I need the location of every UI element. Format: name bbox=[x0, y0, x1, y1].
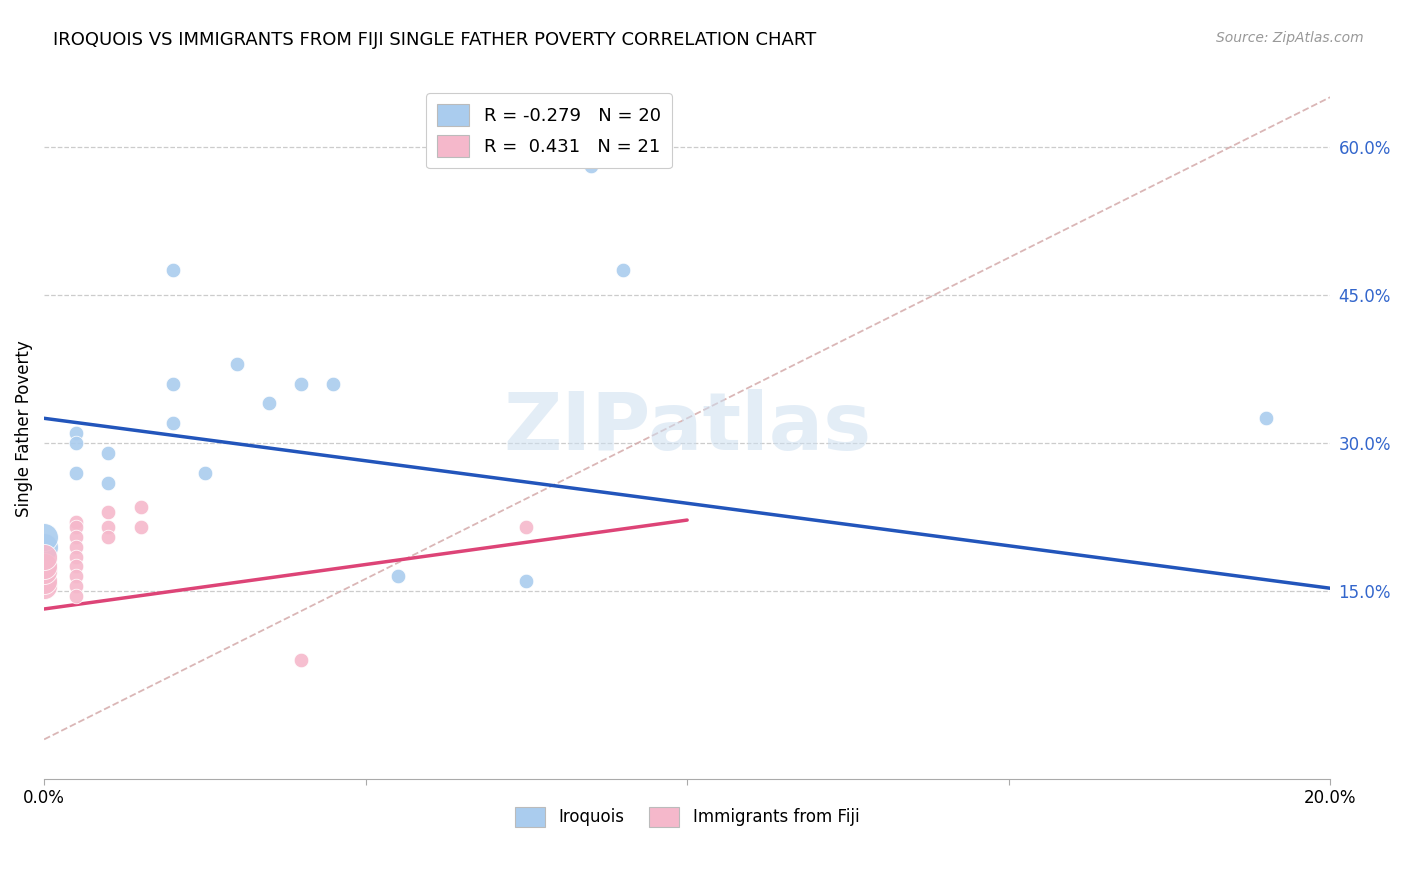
Point bbox=[32, 530, 55, 544]
Point bbox=[257, 396, 280, 410]
Legend: Iroquois, Immigrants from Fiji: Iroquois, Immigrants from Fiji bbox=[509, 800, 866, 834]
Point bbox=[129, 520, 152, 534]
Point bbox=[65, 589, 87, 603]
Point bbox=[162, 376, 184, 391]
Point bbox=[194, 466, 217, 480]
Point bbox=[97, 520, 120, 534]
Point bbox=[162, 263, 184, 277]
Point bbox=[612, 263, 634, 277]
Text: IROQUOIS VS IMMIGRANTS FROM FIJI SINGLE FATHER POVERTY CORRELATION CHART: IROQUOIS VS IMMIGRANTS FROM FIJI SINGLE … bbox=[53, 31, 817, 49]
Point bbox=[290, 653, 312, 667]
Point bbox=[32, 549, 55, 564]
Text: ZIPatlas: ZIPatlas bbox=[503, 389, 872, 467]
Point bbox=[65, 520, 87, 534]
Point bbox=[32, 574, 55, 589]
Point bbox=[32, 579, 55, 593]
Point bbox=[65, 466, 87, 480]
Point bbox=[65, 559, 87, 574]
Point bbox=[97, 505, 120, 519]
Point bbox=[162, 416, 184, 430]
Point bbox=[322, 376, 344, 391]
Y-axis label: Single Father Poverty: Single Father Poverty bbox=[15, 340, 32, 516]
Point bbox=[65, 569, 87, 583]
Point bbox=[97, 446, 120, 460]
Point bbox=[97, 530, 120, 544]
Point bbox=[226, 357, 249, 371]
Point bbox=[65, 579, 87, 593]
Point bbox=[65, 515, 87, 529]
Point bbox=[515, 520, 537, 534]
Point bbox=[1254, 411, 1277, 425]
Point bbox=[387, 569, 409, 583]
Point bbox=[97, 475, 120, 490]
Point bbox=[32, 559, 55, 574]
Text: Source: ZipAtlas.com: Source: ZipAtlas.com bbox=[1216, 31, 1364, 45]
Point bbox=[129, 500, 152, 515]
Point bbox=[65, 540, 87, 554]
Point bbox=[65, 530, 87, 544]
Point bbox=[32, 540, 55, 554]
Point bbox=[65, 549, 87, 564]
Point bbox=[579, 160, 602, 174]
Point bbox=[290, 376, 312, 391]
Point bbox=[515, 574, 537, 589]
Point bbox=[65, 436, 87, 450]
Point bbox=[32, 565, 55, 579]
Point bbox=[65, 426, 87, 441]
